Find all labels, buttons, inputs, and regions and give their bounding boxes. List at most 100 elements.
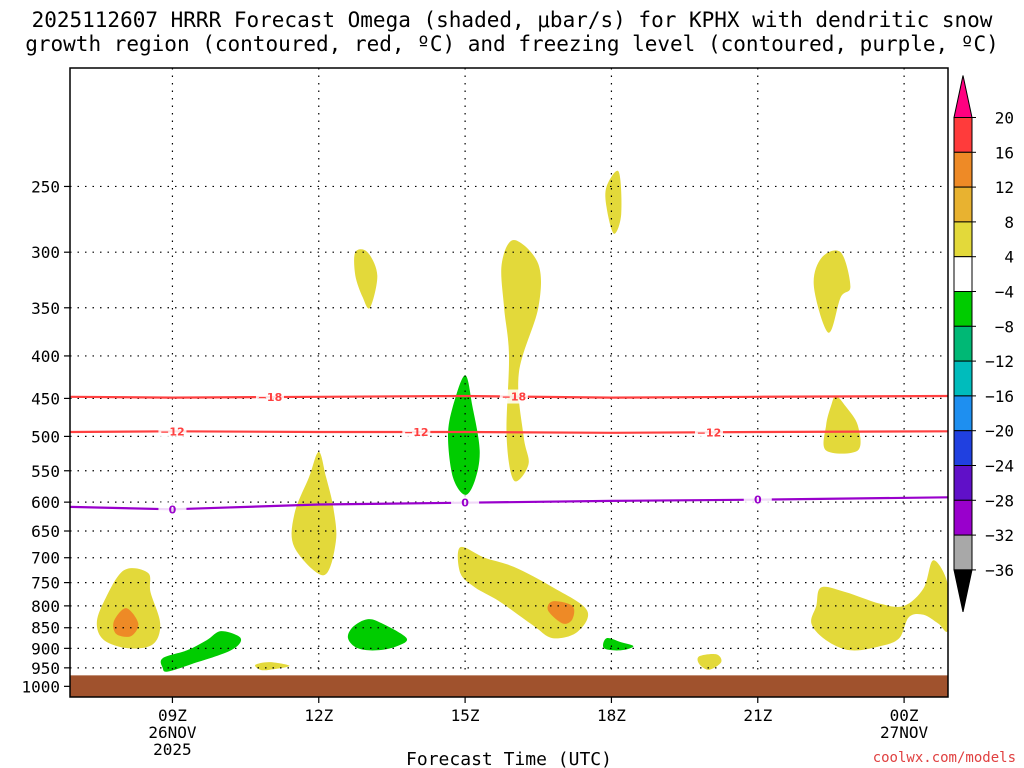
omega-negative-region-5	[347, 619, 408, 651]
colorbar-label-7: −12	[985, 352, 1014, 371]
x-tick-label-21Z: 21Z	[743, 706, 772, 725]
x-axis-label: Forecast Time (UTC)	[406, 749, 612, 768]
y-tick-label-500: 500	[31, 427, 60, 446]
omega-positive-region-6	[354, 249, 378, 309]
x-tick-date-00Z: 27NOV	[880, 723, 929, 742]
omega-negative-region-11	[603, 638, 634, 651]
y-tick-label-350: 350	[31, 299, 60, 318]
colorbar-bottom-arrow	[953, 569, 973, 613]
colorbar-segment-13	[953, 534, 973, 571]
colorbar-label-1: 16	[995, 143, 1014, 162]
chart-title-line-2: growth region (contoured, red, ºC) and f…	[25, 32, 999, 56]
contour-line-1	[70, 430, 948, 434]
colorbar-label-3: 8	[1004, 213, 1014, 232]
contour-label-2-2: 0	[754, 494, 762, 507]
x-tick-date-09Z: 26NOV	[148, 723, 197, 742]
contour-label-0-0: −18	[258, 391, 283, 404]
contour-label-bg	[451, 495, 480, 510]
colorbar: 20 16 12 8 4 −4 −8 −12 −16 −20 −24 −28 −32 −36	[953, 75, 1014, 613]
colorbar-segment-7	[953, 325, 973, 362]
contour-label-bg	[743, 492, 772, 507]
colorbar-segment-1	[953, 117, 973, 153]
y-tick-label-550: 550	[31, 462, 60, 481]
y-tick-label-700: 700	[31, 549, 60, 568]
colorbar-label-0: 20	[995, 109, 1014, 128]
omega-positive-region-4	[291, 451, 337, 576]
colorbar-segment-8	[953, 360, 973, 397]
colorbar-segment-6	[953, 291, 973, 327]
contour-label-0-1: −18	[502, 391, 527, 404]
colorbar-label-11: −28	[985, 491, 1014, 510]
colorbar-segment-9	[953, 395, 973, 432]
colorbar-label-13: −36	[985, 561, 1014, 580]
y-tick-label-850: 850	[31, 619, 60, 638]
contour-label-1-2: −12	[697, 426, 722, 439]
ground-bar	[70, 675, 948, 697]
omega-positive-region-9	[457, 546, 589, 639]
contour-label-bg	[499, 389, 528, 404]
colorbar-segment-4	[953, 221, 973, 258]
colorbar-label-6: −8	[995, 317, 1014, 336]
omega-positive-region-10	[547, 601, 575, 624]
x-tick-label-15Z: 15Z	[451, 706, 480, 725]
credit-text[interactable]: coolwx.com/models	[872, 750, 1016, 766]
omega-negative-region-2	[160, 631, 242, 672]
colorbar-segment-2	[953, 151, 973, 188]
y-tick-label-650: 650	[31, 522, 60, 541]
colorbar-segment-10	[953, 430, 973, 467]
contour-label-bg	[158, 424, 187, 439]
colorbar-segment-12	[953, 499, 973, 536]
omega-positive-region-1	[113, 608, 139, 637]
y-tick-label-900: 900	[31, 639, 60, 658]
contour-label-1-0: −12	[160, 425, 185, 438]
contour-label-bg	[158, 502, 187, 517]
y-tick-label-800: 800	[31, 597, 60, 616]
omega-positive-region-8	[501, 240, 542, 482]
x-tick-label-00Z: 00Z	[890, 706, 919, 725]
colorbar-top-arrow	[953, 75, 973, 118]
colorbar-label-10: −24	[985, 457, 1014, 476]
contour-label-2-1: 0	[461, 497, 469, 510]
omega-negative-region-7	[448, 375, 480, 495]
colorbar-label-5: −4	[995, 283, 1014, 302]
omega-positive-region-14	[813, 250, 851, 333]
contour-line-2	[70, 496, 948, 511]
colorbar-segment-5	[953, 256, 973, 293]
y-tick-label-400: 400	[31, 347, 60, 366]
omega-positive-region-15	[823, 396, 861, 454]
y-tick-label-250: 250	[31, 177, 60, 196]
x-tick-label-09Z: 09Z	[158, 706, 187, 725]
colorbar-label-4: 4	[1004, 248, 1014, 267]
omega-positive-region-13	[697, 653, 722, 670]
contour-label-bg	[255, 390, 284, 405]
x-tick-label-18Z: 18Z	[597, 706, 626, 725]
omega-positive-region-16	[811, 560, 948, 651]
colorbar-label-8: −16	[985, 387, 1014, 406]
y-tick-label-300: 300	[31, 243, 60, 262]
colorbar-label-12: −32	[985, 526, 1014, 545]
colorbar-label-9: −20	[985, 422, 1014, 441]
plot-content: −18 −18 −12 −12 −12 0 0 0	[70, 68, 948, 697]
contour-label-1-1: −12	[404, 426, 429, 439]
y-tick-label-750: 750	[31, 574, 60, 593]
omega-positive-region-12	[605, 170, 622, 234]
axes: 2503003504004505005506006507007508008509…	[21, 67, 949, 768]
y-tick-label-600: 600	[31, 493, 60, 512]
contour-label-2-0: 0	[169, 503, 177, 516]
y-tick-label-950: 950	[31, 659, 60, 678]
colorbar-segment-11	[953, 465, 973, 501]
contour-line-0	[70, 394, 948, 399]
omega-positive-region-0	[96, 568, 161, 649]
plot-area: −18 −18 −12 −12 −12 0 0 0	[70, 68, 948, 697]
contour-label-bg	[402, 425, 431, 440]
x-tick-label-12Z: 12Z	[304, 706, 333, 725]
colorbar-segment-3	[953, 186, 973, 223]
y-tick-label-1000: 1000	[21, 677, 60, 696]
chart-title-line-1: 2025112607 HRRR Forecast Omega (shaded, …	[31, 8, 993, 32]
colorbar-label-2: 12	[995, 178, 1014, 197]
x-tick-year-09Z: 2025	[153, 740, 192, 759]
contour-label-bg	[694, 425, 723, 440]
y-tick-label-450: 450	[31, 389, 60, 408]
plot-frame	[69, 67, 949, 698]
